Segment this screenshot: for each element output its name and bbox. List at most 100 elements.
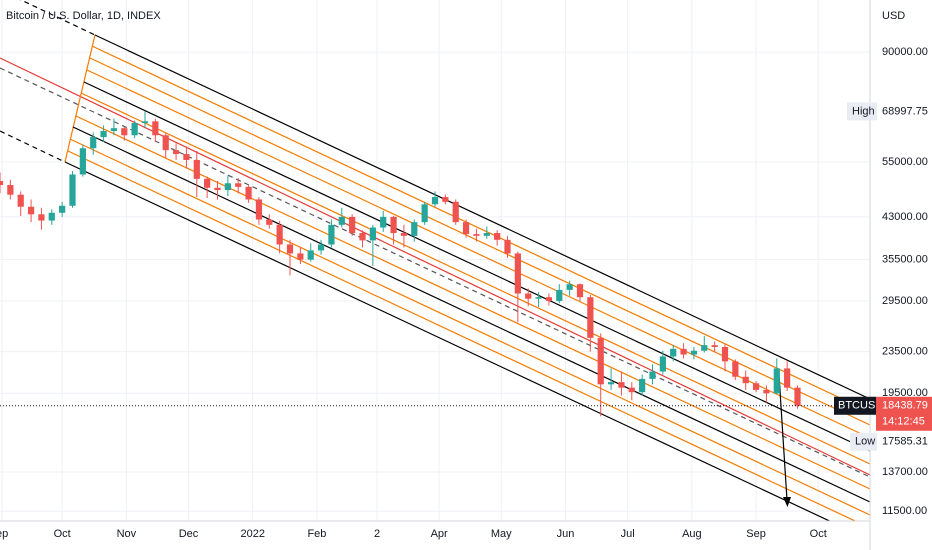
x-tick-label: Nov [117, 528, 137, 540]
channel-boundary [64, 34, 96, 163]
candle-body [193, 159, 200, 179]
channel-line [67, 150, 857, 521]
candle-body [587, 297, 594, 338]
x-tick-label: Aug [682, 528, 702, 540]
y-tick-label: 43000.00 [882, 211, 928, 223]
candle-body [380, 216, 387, 228]
candle-body [110, 128, 118, 131]
high-tag-box [847, 102, 877, 121]
candle-body [276, 224, 283, 245]
candle-body [286, 244, 294, 254]
candle-body [235, 183, 242, 187]
candle-body [721, 346, 729, 362]
red-trend-line [0, 57, 870, 476]
candle-body [121, 128, 128, 136]
candle-body [17, 194, 24, 207]
chart-title: Bitcoin / U.S. Dollar, 1D, INDEX [6, 10, 161, 22]
candle-body [400, 233, 408, 236]
currency-label: USD [882, 10, 905, 22]
channel-line [72, 126, 870, 503]
candle-body [504, 239, 511, 254]
candle-body [462, 222, 470, 235]
x-tick-label: Oct [810, 528, 827, 540]
candle-body [214, 187, 221, 191]
candle-body [390, 216, 397, 234]
candle-body [224, 183, 231, 191]
y-tick-label: 13700.00 [882, 466, 928, 478]
candle-body [27, 206, 35, 215]
candle-body [742, 376, 749, 384]
candle-body [152, 121, 159, 136]
channel-line [83, 81, 870, 452]
low-tag-value: 17585.31 [882, 436, 928, 448]
candle-body [483, 233, 490, 236]
channel-extension [0, 130, 66, 163]
high-tag-label: High [852, 105, 875, 117]
symbol-tag-box [834, 396, 876, 415]
candle-body [535, 297, 542, 299]
symbol-tag: BTCUSD [838, 400, 883, 412]
low-tag-label: Low [855, 436, 875, 448]
candle-body [431, 197, 439, 205]
x-tick-label: Feb [307, 528, 326, 540]
candle-body [701, 345, 708, 351]
candle-body [773, 368, 780, 394]
channel-line [91, 45, 870, 413]
candle-body [204, 178, 211, 188]
candle-body [732, 361, 739, 377]
x-tick-label: Apr [431, 528, 448, 540]
candle-body [514, 253, 521, 294]
candle-body [48, 212, 55, 221]
channel-line [94, 34, 870, 400]
candle-body [131, 123, 138, 136]
candle-body [141, 121, 149, 124]
candle-body [649, 371, 656, 379]
candle-body [162, 135, 169, 151]
candle-body [525, 293, 532, 299]
candle-body [255, 199, 263, 220]
candles [0, 111, 801, 417]
candle-body [752, 383, 760, 390]
y-tick-label: 23500.00 [882, 346, 928, 358]
candle-body [618, 382, 625, 388]
y-tick-label: 55000.00 [882, 156, 928, 168]
candle-body [79, 148, 86, 175]
candle-body [607, 382, 615, 385]
channel-line [69, 138, 870, 516]
channel-line [75, 115, 870, 490]
channel-line [64, 161, 831, 521]
candle-body [763, 389, 770, 394]
candle-body [442, 197, 449, 202]
candle-body [338, 216, 345, 225]
candle-body [359, 233, 366, 241]
candle-body [659, 356, 666, 372]
candle-body [245, 186, 252, 200]
grid [0, 0, 870, 521]
high-tag-value: 68997.75 [882, 105, 928, 117]
candle-body [794, 387, 801, 406]
candle-body [711, 345, 718, 347]
x-tick-label: Dec [179, 528, 199, 540]
candle-body [494, 233, 501, 240]
x-tick-label: May [491, 528, 512, 540]
candle-body [172, 150, 180, 155]
candle-body [597, 337, 604, 385]
x-tick-label: Jul [621, 528, 635, 540]
candle-body [38, 214, 45, 221]
candle-body [545, 297, 553, 301]
x-tick-label: 2022 [240, 528, 264, 540]
candle-body [566, 284, 573, 290]
candle-body [576, 284, 584, 298]
candle-body [90, 137, 97, 149]
x-tick-label: Oct [54, 528, 71, 540]
y-tick-label: 35500.00 [882, 254, 928, 266]
candle-body [421, 204, 428, 223]
x-tick-label: ep [0, 528, 8, 540]
candle-body [0, 181, 4, 186]
y-tick-label: 29500.00 [882, 295, 928, 307]
candle-body [473, 234, 480, 236]
channel-line [89, 57, 870, 426]
candle-body [690, 350, 698, 355]
